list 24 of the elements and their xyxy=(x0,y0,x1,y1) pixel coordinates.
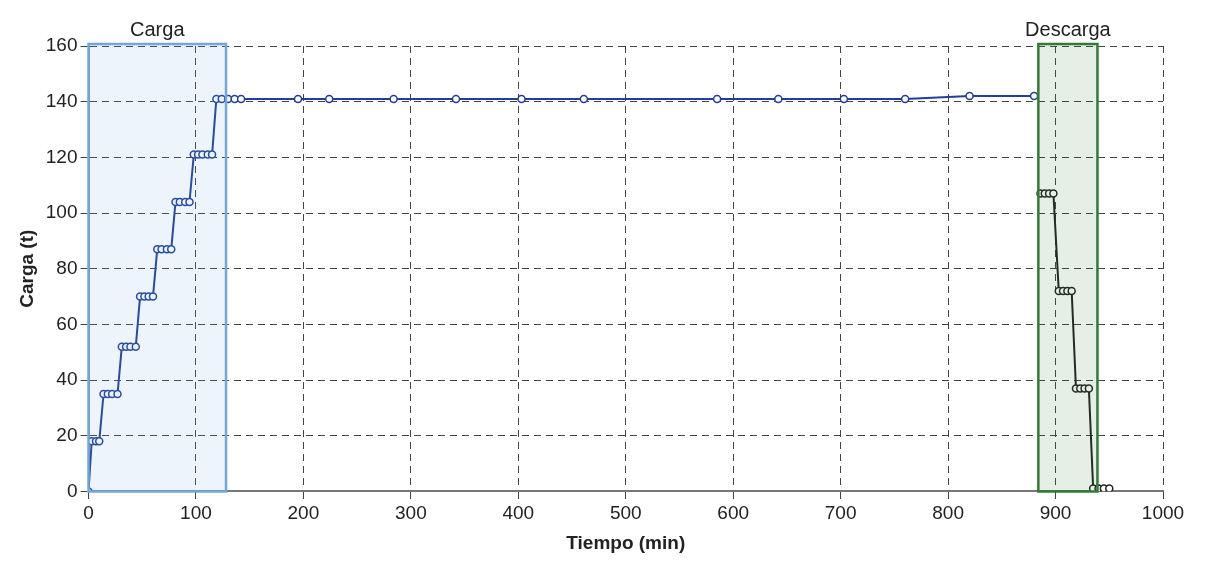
y-tick-label: 140 xyxy=(45,89,78,111)
y-tick-label: 40 xyxy=(56,368,78,390)
x-tick-label: 1000 xyxy=(1141,502,1185,524)
y-tick-label: 120 xyxy=(45,145,78,167)
y-tick-label: 60 xyxy=(56,312,78,334)
y-tick-label: 20 xyxy=(56,423,78,445)
x-tick-label: 300 xyxy=(395,502,427,524)
x-tick-label: 100 xyxy=(180,502,212,524)
x-tick-label: 400 xyxy=(502,502,535,524)
y-tick-label: 80 xyxy=(56,256,78,278)
x-tick-label: 900 xyxy=(1039,502,1072,524)
x-tick-label: 600 xyxy=(717,502,750,524)
x-tick-label: 500 xyxy=(609,502,642,524)
x-tick-label: 0 xyxy=(83,502,94,524)
band-label: Carga xyxy=(130,17,186,40)
band-label: Descarga xyxy=(1025,17,1112,40)
y-tick-label: 0 xyxy=(66,479,78,501)
x-tick-label: 700 xyxy=(824,502,857,524)
y-tick-label: 100 xyxy=(45,201,78,223)
x-tick-label: 200 xyxy=(287,502,320,524)
y-tick-label: 160 xyxy=(45,34,78,56)
x-tick-label: 800 xyxy=(932,502,964,524)
y-axis-title: Carga (t) xyxy=(15,229,37,308)
x-axis-title: Tiempo (min) xyxy=(566,531,686,553)
